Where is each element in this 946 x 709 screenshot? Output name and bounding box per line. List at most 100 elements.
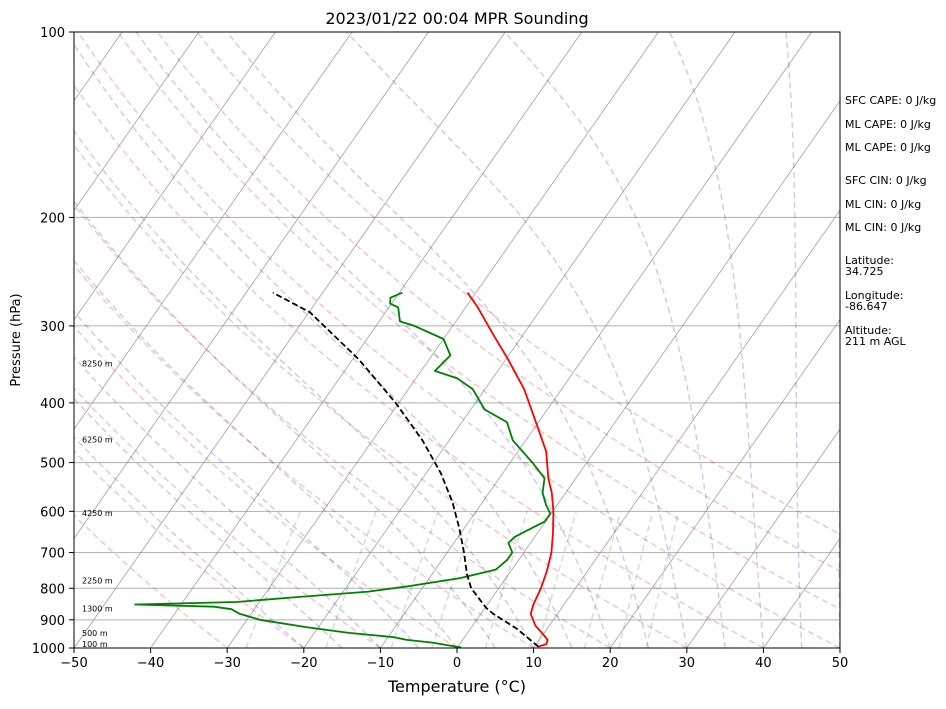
moist-adiabat-line: [74, 200, 496, 648]
stat-ml-cape: ML CAPE: 0 J/kg: [845, 118, 931, 131]
mixing-ratio-line: [536, 511, 577, 648]
x-tick-label: −30: [213, 656, 240, 671]
longitude-value: -86.647: [845, 300, 887, 313]
x-tick-label: 10: [525, 656, 542, 671]
moist-adiabat-line: [74, 436, 305, 648]
mixing-ratio-lines: [245, 511, 680, 648]
chart-title: 2023/01/22 00:04 MPR Sounding: [325, 9, 588, 28]
mixing-ratio-line: [618, 511, 654, 648]
dewpoint-profile-line: [134, 291, 552, 648]
height-label: 500 m: [82, 629, 108, 638]
mixing-ratio-line: [245, 511, 302, 648]
x-tick-label: 20: [602, 656, 619, 671]
isotherm-line: [456, 100, 840, 648]
moist-adiabat-line: [74, 259, 458, 648]
height-label: 8250 m: [82, 359, 113, 368]
dry-adiabat-line: [74, 143, 688, 648]
longitude-label: Longitude:: [845, 289, 903, 302]
x-tick-label: 30: [679, 656, 696, 671]
y-tick-label: 900: [40, 614, 65, 629]
stat-ml-cin: ML CIN: 0 J/kg: [845, 198, 921, 211]
altitude-value: 211 m AGL: [845, 335, 907, 348]
moist-adiabat-line: [135, 32, 611, 648]
x-tick-label: −50: [60, 656, 87, 671]
isotherm-line: [763, 537, 840, 648]
height-label: 4250 m: [82, 509, 113, 518]
isotherm-line: [74, 32, 276, 321]
moist-adiabat-line: [226, 32, 650, 648]
x-tick-label: 0: [453, 656, 461, 671]
sounding-profiles: [134, 291, 555, 648]
stat-ml-cape-second: ML CAPE: 0 J/kg: [845, 141, 931, 154]
stat-sfc-cape: SFC CAPE: 0 J/kg: [845, 94, 936, 107]
moist-adiabat-line: [785, 32, 803, 648]
isotherm-line: [150, 32, 583, 648]
plot-area: 100 m 500 m 1300 m 2250 m 4250 m 6250 m 8250 m: [74, 32, 840, 648]
dry-adiabat-line: [156, 32, 840, 572]
mixing-ratio-line: [390, 511, 439, 648]
y-tick-label: 400: [40, 397, 65, 412]
height-label: 2250 m: [82, 576, 113, 585]
y-tick-label: 100: [40, 26, 65, 41]
moist-adiabat-line: [74, 129, 535, 648]
isotherm-line: [380, 32, 812, 648]
y-tick-label: 1000: [32, 642, 65, 657]
y-tick-label: 700: [40, 547, 65, 562]
x-tick-label: 50: [832, 656, 849, 671]
latitude-value: 34.725: [845, 265, 884, 278]
dry-adiabat-line: [74, 203, 611, 648]
height-label: 6250 m: [82, 436, 113, 445]
mixing-ratio-line: [645, 511, 680, 648]
parcel-profile-line: [272, 291, 539, 648]
y-tick-label: 800: [40, 582, 65, 597]
x-axis-ticks: −50 −40 −30 −20 −10 0 10 20 30 40 50: [60, 648, 848, 671]
x-tick-label: −10: [367, 656, 394, 671]
stats-panel: SFC CAPE: 0 J/kg ML CAPE: 0 J/kg ML CAPE…: [845, 94, 936, 348]
isotherm-line: [74, 32, 506, 648]
dry-adiabat-line: [74, 325, 458, 648]
moist-adiabat-line: [74, 310, 420, 648]
height-label: 1300 m: [82, 605, 113, 614]
dry-adiabats: [74, 32, 840, 648]
dry-adiabat-line: [74, 84, 764, 648]
pressure-gridlines: [74, 32, 840, 648]
temperature-profile-line: [466, 292, 555, 648]
stat-sfc-cin: SFC CIN: 0 J/kg: [845, 174, 927, 187]
y-tick-label: 600: [40, 505, 65, 520]
dry-adiabat-line: [77, 32, 840, 648]
moist-adiabat-line: [74, 356, 381, 648]
moist-adiabats: [74, 32, 840, 648]
mixing-ratio-line: [484, 511, 528, 648]
dry-adiabat-line: [74, 264, 534, 648]
moist-adiabat-line: [503, 32, 726, 648]
height-labels: 100 m 500 m 1300 m 2250 m 4250 m 6250 m 8250 m: [82, 359, 113, 648]
isotherm-line: [226, 32, 659, 648]
y-tick-label: 500: [40, 457, 65, 472]
dry-adiabat-line: [74, 450, 305, 648]
y-tick-label: 300: [40, 320, 65, 335]
isotherm-line: [74, 32, 353, 430]
x-axis-label: Temperature (°C): [387, 677, 526, 696]
isotherm-line: [74, 32, 200, 211]
isotherm-line: [609, 319, 840, 648]
dry-adiabat-line: [74, 387, 381, 648]
y-axis-label: Pressure (hPa): [9, 293, 24, 386]
mixing-ratio-line: [325, 511, 377, 648]
isotherms: [74, 32, 840, 648]
x-tick-label: −40: [137, 656, 164, 671]
latitude-label: Latitude:: [845, 254, 894, 267]
x-tick-label: −20: [290, 656, 317, 671]
isotherm-line: [303, 32, 736, 648]
moist-adiabat-line: [838, 467, 840, 648]
x-tick-label: 40: [755, 656, 772, 671]
y-tick-label: 200: [40, 211, 65, 226]
stat-ml-cin-second: ML CIN: 0 J/kg: [845, 221, 921, 234]
y-axis-ticks: 100 200 300 400 500 600 700 800 900 1000: [32, 26, 74, 657]
dry-adiabat-line: [196, 32, 840, 536]
isotherm-line: [686, 428, 840, 648]
mixing-ratio-line: [583, 511, 622, 648]
isotherm-line: [533, 209, 840, 648]
